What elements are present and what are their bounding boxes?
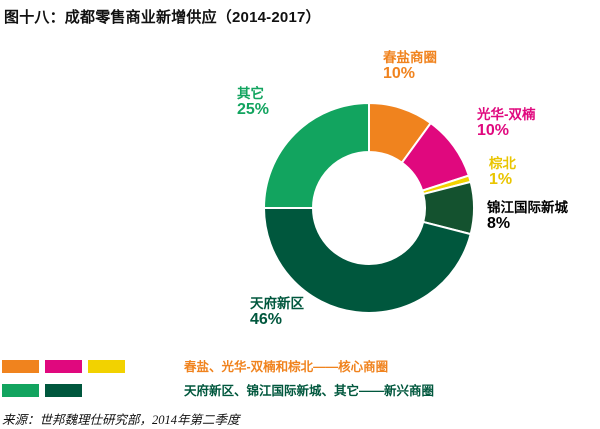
pie-slice-5 [262,101,370,209]
source-note: 来源：世邦魏理仕研究部，2014年第二季度 [2,413,240,427]
legend-swatch [45,360,82,373]
slice-percent: 1% [489,171,513,189]
slice-percent: 25% [237,101,270,119]
slice-name: 锦江国际新城 [487,200,568,215]
slice-percent: 10% [383,65,416,83]
slice-name: 春盐商圈 [383,50,437,65]
legend-row-core: 春盐、光华-双楠和棕北——核心商圈 [2,360,598,374]
legend-swatches-1 [2,384,82,397]
slice-name: 天府新区 [250,296,304,311]
pie-slice-4 [262,207,472,314]
slice-label-zongbei: 棕北 1% [489,156,516,189]
slice-label-other: 其它 25% [237,86,269,119]
slice-percent: 46% [250,311,283,329]
legend-row-emerging: 天府新区、锦江国际新城、其它——新兴商圈 [2,384,598,398]
legend-swatch [2,360,39,373]
slice-label-guanghua: 光华-双楠 10% [477,107,536,140]
legend-label-0: 春盐、光华-双楠和棕北——核心商圈 [184,360,389,374]
legend-swatch [45,384,82,397]
slice-name: 其它 [237,86,264,101]
legend-swatches-0 [2,360,125,373]
slice-name: 光华-双楠 [477,107,536,122]
legend-swatch [2,384,39,397]
slice-label-jinjiang: 锦江国际新城 8% [487,200,568,233]
slice-label-chunyan: 春盐商圈 10% [383,50,437,83]
slice-label-tianfu: 天府新区 46% [250,296,304,329]
legend-label-1: 天府新区、锦江国际新城、其它——新兴商圈 [184,384,435,398]
slice-percent: 10% [477,122,510,140]
chart-title: 图十八：成都零售商业新增供应（2014-2017） [4,9,321,26]
legend-swatch [88,360,125,373]
slice-name: 棕北 [489,156,516,171]
slice-percent: 8% [487,215,511,233]
